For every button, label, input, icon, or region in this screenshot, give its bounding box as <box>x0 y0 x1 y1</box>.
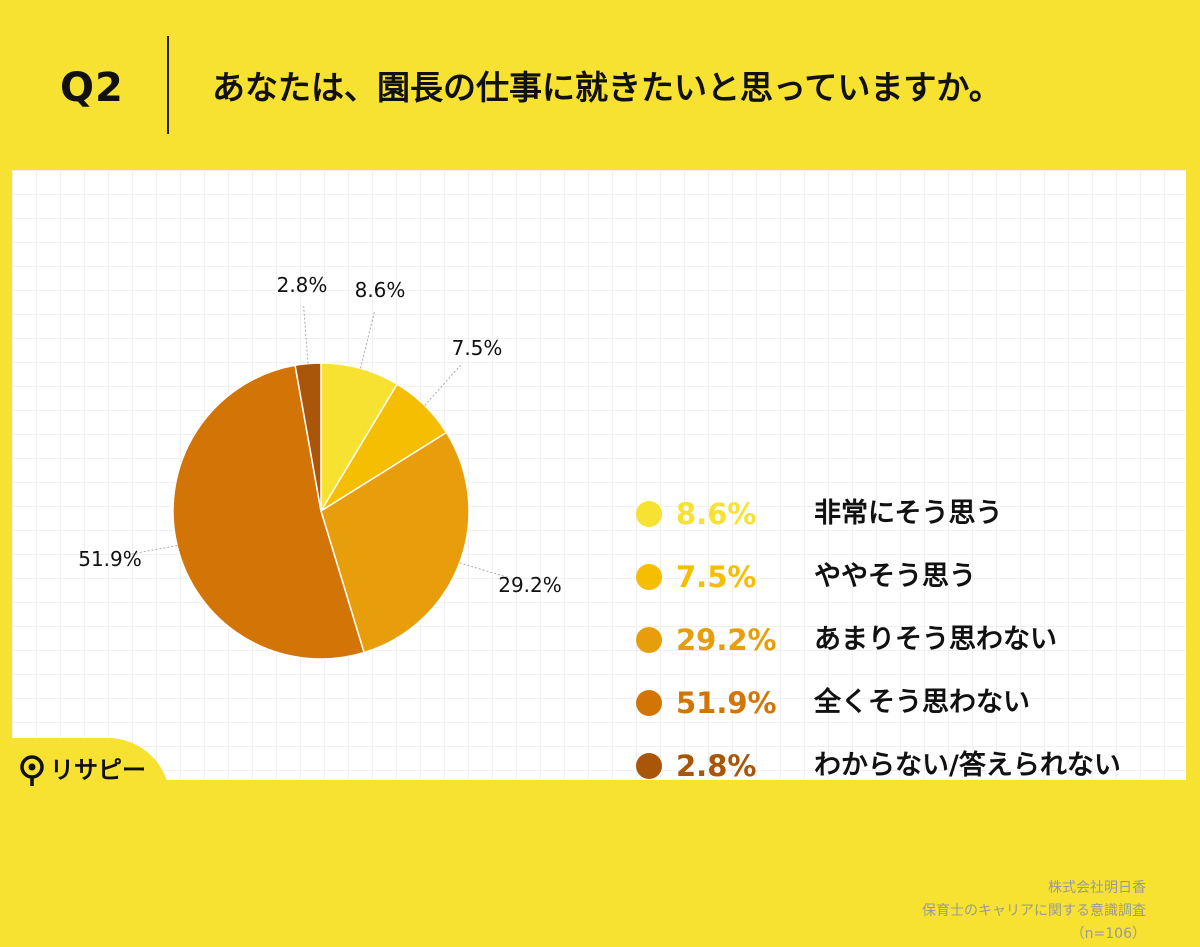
source-sample: （n=106） <box>1070 926 1146 942</box>
leader-line-1 <box>360 310 376 369</box>
legend-item-4: 51.9% 全くそう思わない <box>624 681 1184 725</box>
legend-percentage: 29.2% <box>676 623 777 657</box>
legend-dot <box>636 564 662 590</box>
data-label-2: 7.5% <box>452 336 503 360</box>
pin-icon <box>20 755 44 786</box>
legend-dot <box>636 627 662 653</box>
legend-label: わからない/答えられない <box>814 750 1121 781</box>
legend-label: 全くそう思わない <box>814 687 1030 718</box>
source-company: 株式会社明日香 <box>1048 880 1146 896</box>
logo-text: リサピー <box>50 756 146 784</box>
legend-item-2: 7.5% ややそう思う <box>624 555 1184 599</box>
header: Q2 あなたは、園長の仕事に就きたいと思っていますか。 <box>0 0 1200 170</box>
legend-label: ややそう思う <box>814 561 976 592</box>
data-label-5: 2.8% <box>277 273 328 297</box>
legend-item-3: 29.2% あまりそう思わない <box>624 618 1184 662</box>
legend-percentage: 2.8% <box>676 749 757 783</box>
legend-label: 非常にそう思う <box>814 498 1003 529</box>
legend: 8.6% 非常にそう思う 7.5% ややそう思う 29.2% あまりそう思わない 51.9%… <box>624 492 1184 802</box>
pie-chart: 8.6% 7.5% 29.2% 51.9% 2.8% <box>78 273 562 660</box>
data-label-3: 29.2% <box>498 573 562 597</box>
chart-card: 8.6% 7.5% 29.2% 51.9% 2.8% 8.6% 非常にそう思う 7.5% やや… <box>12 170 1186 942</box>
legend-item-1: 8.6% 非常にそう思う <box>624 492 1184 536</box>
legend-label: あまりそう思わない <box>814 624 1057 655</box>
legend-dot <box>636 501 662 527</box>
data-label-1: 8.6% <box>355 278 406 302</box>
legend-item-5: 2.8% わからない/答えられない <box>624 744 1184 788</box>
leader-line-3 <box>459 562 510 579</box>
source-note: 株式会社明日香 保育士のキャリアに関する意識調査 （n=106） <box>746 877 1146 947</box>
source-survey: 保育士のキャリアに関する意識調査 <box>922 903 1146 919</box>
leader-line-2 <box>424 363 463 406</box>
question-label: Q2 <box>60 65 124 111</box>
data-label-4: 51.9% <box>78 547 142 571</box>
legend-percentage: 8.6% <box>676 497 757 531</box>
header-divider <box>167 36 169 134</box>
logo: リサピー <box>0 738 170 800</box>
legend-dot <box>636 690 662 716</box>
pie-slice-3 <box>320 431 470 654</box>
legend-percentage: 51.9% <box>676 686 777 720</box>
question-title: あなたは、園長の仕事に就きたいと思っていますか。 <box>212 68 1002 107</box>
legend-percentage: 7.5% <box>676 560 757 594</box>
legend-dot <box>636 753 662 779</box>
leader-line-5 <box>303 305 309 364</box>
